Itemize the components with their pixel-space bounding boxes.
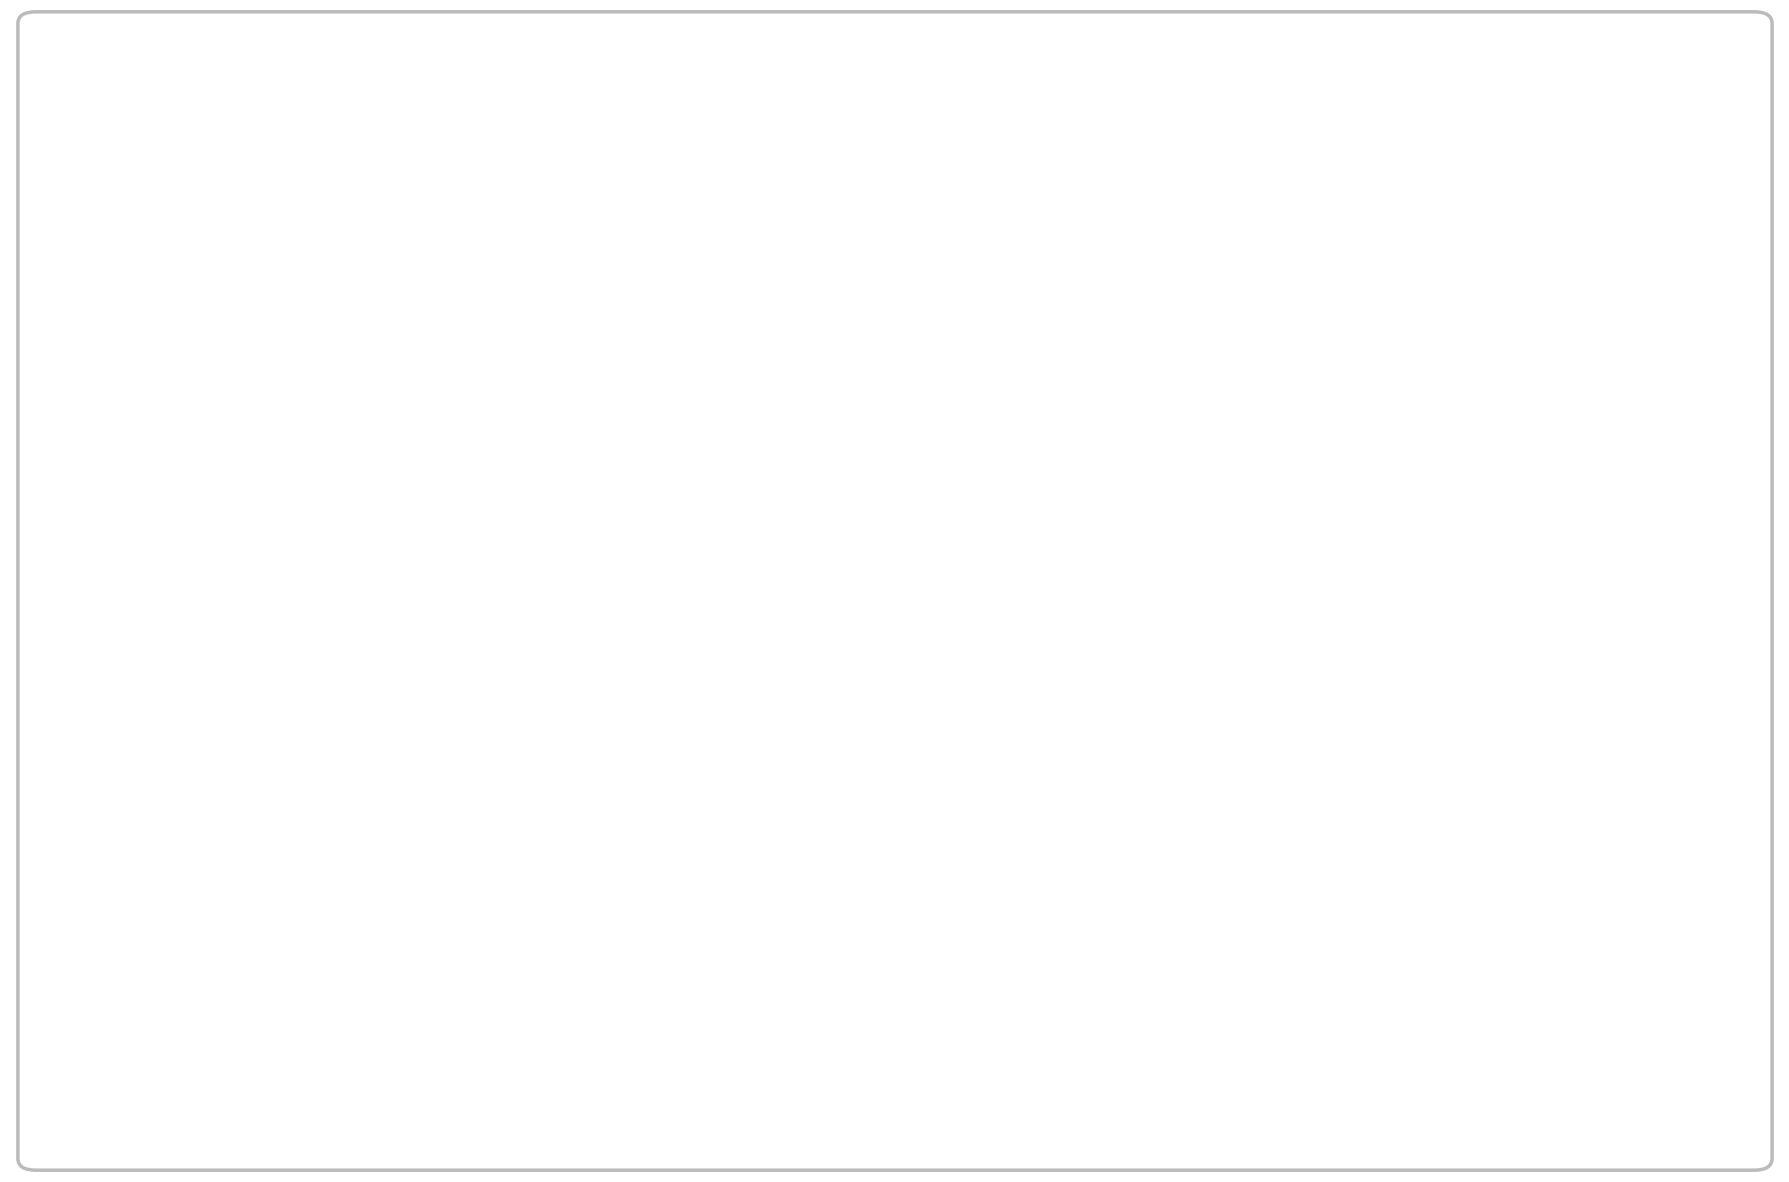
Bar (1562, 274, 1649, 1104)
Bar (1474, 1041, 1562, 1104)
Text: 1.00x: 1.00x (995, 1065, 1041, 1080)
Text: 5.11x: 5.11x (832, 936, 878, 952)
Bar (474, 1041, 562, 1104)
Text: Subgroup Speedup for Matrix Multiply: Subgroup Speedup for Matrix Multiply (154, 84, 732, 112)
Bar (1061, 957, 1149, 1104)
Bar (725, 1041, 812, 1104)
Bar (812, 784, 900, 1104)
Text: 1.02x: 1.02x (331, 1065, 379, 1079)
Legend: Baseline, Subgroups: Baseline, Subgroups (771, 57, 1102, 93)
Y-axis label: Speedup: Speedup (86, 573, 107, 665)
Text: 1.00x: 1.00x (245, 1065, 292, 1080)
Text: 2.27x: 2.27x (1331, 1025, 1379, 1040)
Bar (224, 1041, 311, 1104)
Text: 2.34x: 2.34x (1082, 1024, 1129, 1038)
Bar (1311, 962, 1399, 1104)
Bar (562, 774, 649, 1104)
Text: 1.00x: 1.00x (494, 1065, 542, 1080)
Text: 1.00x: 1.00x (744, 1065, 791, 1080)
Text: 1.00x: 1.00x (1494, 1065, 1542, 1080)
Bar (1224, 1041, 1311, 1104)
Text: 1.00x: 1.00x (1245, 1065, 1292, 1080)
Text: 5.27x: 5.27x (581, 931, 630, 947)
Text: 13.27x: 13.27x (1569, 246, 1642, 265)
Bar (311, 1040, 399, 1104)
Bar (975, 1041, 1061, 1104)
